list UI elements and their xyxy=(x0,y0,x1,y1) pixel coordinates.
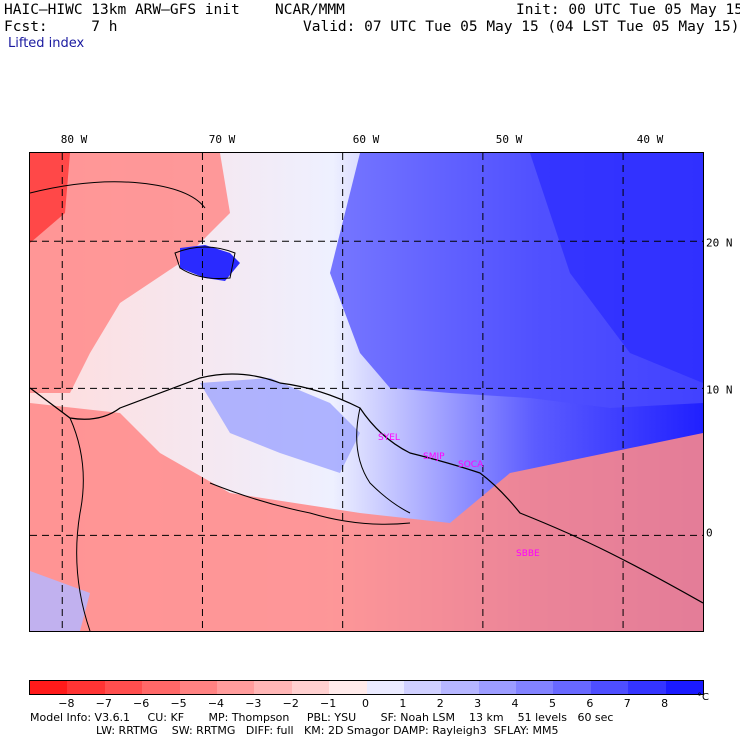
lat-label-equator: 0 xyxy=(706,526,713,540)
station-label: SMJP xyxy=(423,452,445,462)
station-label: SOCA xyxy=(458,460,484,470)
lon-label-80w: 80 W xyxy=(60,133,88,146)
model-info-line-1: Model Info: V3.6.1 CU: KF MP: Thompson P… xyxy=(30,711,614,724)
forecast-hour: Fcst: 7 h xyxy=(4,19,118,35)
color-legend xyxy=(29,680,704,695)
legend-tick-label: 0 xyxy=(362,697,369,710)
lon-label-60w: 60 W xyxy=(352,133,380,146)
legend-tick-label: 1 xyxy=(399,697,407,710)
guyana-border xyxy=(356,407,411,514)
legend-swatch xyxy=(142,681,180,694)
legend-tick-label: 7 xyxy=(623,697,631,710)
legend-swatch xyxy=(67,681,105,694)
legend-tick-label: −5 xyxy=(170,697,187,710)
station-label: SBBE xyxy=(516,549,540,559)
legend-swatch xyxy=(329,681,367,694)
legend-swatch xyxy=(254,681,292,694)
cuba-coastline xyxy=(30,181,206,209)
legend-tick-label: −7 xyxy=(95,697,112,710)
organization-label: NCAR/MMM xyxy=(275,2,345,18)
legend-tick-label: −8 xyxy=(58,697,75,710)
legend-tick-label: 5 xyxy=(548,697,556,710)
legend-swatch xyxy=(179,681,217,694)
legend-tick-label: 4 xyxy=(511,697,519,710)
legend-swatch xyxy=(366,681,404,694)
legend-swatch xyxy=(104,681,143,694)
legend-unit: °C xyxy=(697,692,709,703)
legend-tick-label: −1 xyxy=(320,697,337,710)
lon-label-70w: 70 W xyxy=(208,133,236,146)
legend-swatch xyxy=(216,681,255,694)
lat-label-10n: 10 N xyxy=(706,383,733,397)
legend-tick-label: 3 xyxy=(474,697,482,710)
valid-time: Valid: 07 UTC Tue 05 May 15 (04 LST Tue … xyxy=(303,19,740,35)
legend-swatch xyxy=(403,681,442,694)
legend-tick-label: −2 xyxy=(282,697,299,710)
deep-stable-region xyxy=(530,153,703,383)
brazil-border xyxy=(209,482,411,525)
gulf-unstable-patch xyxy=(30,153,70,243)
legend-tick-label: 2 xyxy=(436,697,444,710)
init-time: Init: 00 UTC Tue 05 May 15 xyxy=(516,2,740,18)
lifted-index-map: SYEL SMJP SOCA SBBE xyxy=(29,152,704,632)
venezuela-stable-patch xyxy=(200,378,360,473)
hispaniola-coastline xyxy=(174,246,236,279)
southern-unstable-region xyxy=(30,403,703,631)
hispaniola-stable-patch xyxy=(180,245,240,281)
lat-label-20n: 20 N xyxy=(706,236,733,250)
legend-tick-label: 8 xyxy=(661,697,669,710)
western-unstable-region xyxy=(30,153,230,393)
station-label: SYEL xyxy=(378,433,400,443)
graticule xyxy=(30,153,703,631)
pacific-stable-patch xyxy=(30,571,90,631)
legend-swatch xyxy=(590,681,629,694)
legend-tick-label: −4 xyxy=(207,697,225,710)
legend-swatch xyxy=(441,681,479,694)
legend-swatch xyxy=(665,681,704,694)
legend-tick-label: 6 xyxy=(586,697,594,710)
legend-swatch xyxy=(291,681,330,694)
field-name: Lifted index xyxy=(8,36,85,51)
legend-swatch xyxy=(30,681,68,694)
legend-swatch xyxy=(478,681,517,694)
model-title: HAIC–HIWC 13km ARW–GFS init xyxy=(4,2,240,18)
legend-swatch xyxy=(628,681,666,694)
lon-label-50w: 50 W xyxy=(495,133,523,146)
legend-tick-label: −3 xyxy=(245,697,262,710)
legend-tick-label: −6 xyxy=(133,697,150,710)
model-info-line-2: LW: RRTMG SW: RRTMG DIFF: full KM: 2D Sm… xyxy=(96,724,559,737)
colombia-border xyxy=(69,417,91,631)
lon-label-40w: 40 W xyxy=(636,133,664,146)
legend-swatch xyxy=(516,681,554,694)
legend-swatch xyxy=(553,681,591,694)
